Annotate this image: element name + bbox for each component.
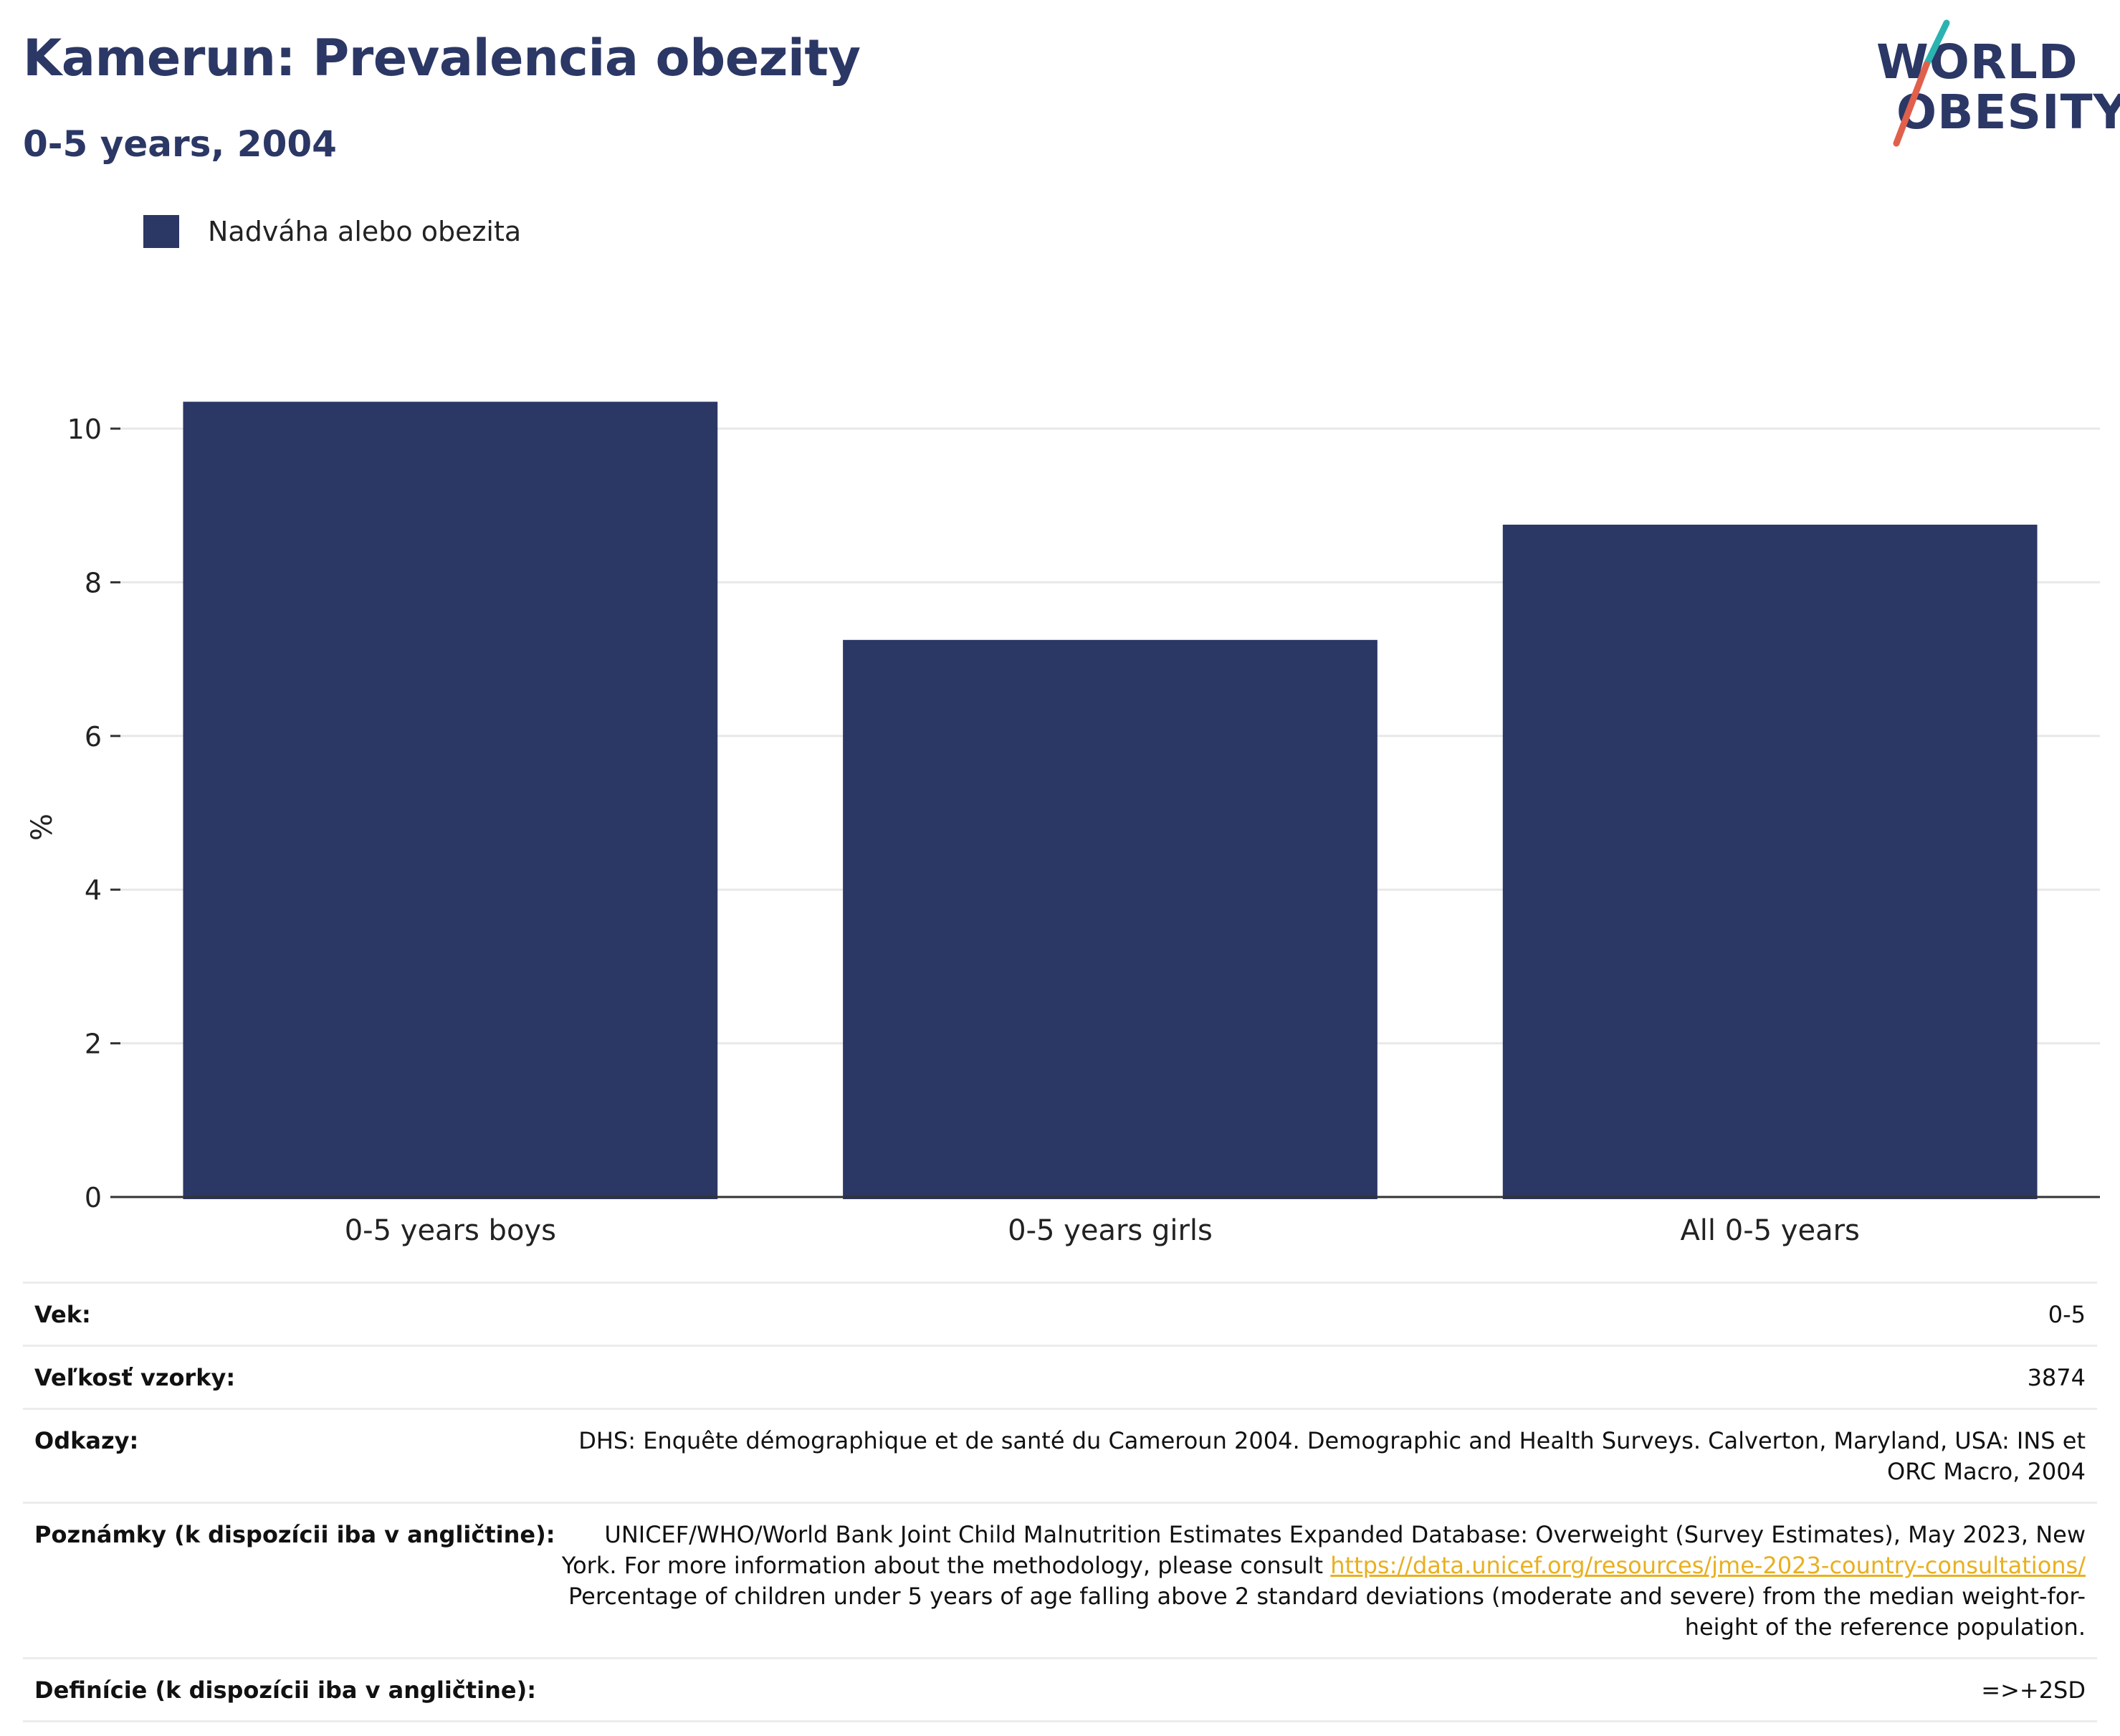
bar xyxy=(183,401,718,1199)
meta-age-label: Vek: xyxy=(34,1301,91,1328)
x-tick-label: 0-5 years girls xyxy=(1008,1214,1213,1247)
logo-slash-icon xyxy=(1893,19,1950,147)
bar-chart: 0 2 4 6 8 10% 0-5 years boys 0-5 years girls All… xyxy=(26,401,2100,1247)
meta-row-definitions: Definície (k dispozícii iba v angličtine… xyxy=(23,1657,2097,1722)
logo-word-world: WORLD xyxy=(1876,34,2078,90)
y-tick-label: 4 xyxy=(85,874,102,906)
y-tick-label: 2 xyxy=(85,1029,102,1060)
meta-notes-label: Poznámky (k dispozícii iba v angličtine)… xyxy=(34,1521,555,1548)
y-tick-label: 0 xyxy=(85,1182,102,1213)
logo-word-obesity: OBESITY xyxy=(1896,85,2120,140)
chart-title: Kamerun: Prevalencia obezity xyxy=(23,29,861,87)
meta-row-notes: Poznámky (k dispozícii iba v angličtine)… xyxy=(23,1502,2097,1657)
meta-notes-value: UNICEF/WHO/World Bank Joint Child Malnut… xyxy=(559,1520,2086,1643)
legend-label: Nadváha alebo obezita xyxy=(208,216,522,247)
legend-swatch xyxy=(143,215,179,248)
x-tick-label: All 0-5 years xyxy=(1680,1214,1859,1247)
meta-row-sample: Veľkosť vzorky: 3874 xyxy=(23,1345,2097,1408)
x-tick-label: 0-5 years boys xyxy=(345,1214,556,1247)
y-tick-label: 10 xyxy=(67,414,102,445)
meta-definitions-value: =>+2SD xyxy=(1981,1677,2086,1704)
meta-row-age: Vek: 0-5 xyxy=(23,1282,2097,1345)
y-tick-label: 6 xyxy=(85,721,102,753)
meta-sample-value: 3874 xyxy=(2027,1364,2086,1391)
meta-notes-link[interactable]: https://data.unicef.org/resources/jme-20… xyxy=(1330,1552,2086,1579)
metadata-table: Vek: 0-5 Veľkosť vzorky: 3874 Odkazy: DH… xyxy=(23,1282,2097,1722)
y-axis-label: % xyxy=(26,814,59,841)
meta-notes-text-1: UNICEF/WHO/World Bank Joint Child Malnut… xyxy=(561,1521,2086,1579)
meta-references-label: Odkazy: xyxy=(34,1427,139,1454)
meta-row-references: Odkazy: DHS: Enquête démographique et de… xyxy=(23,1408,2097,1502)
world-obesity-logo[interactable]: WORLD OBESITY xyxy=(1871,17,2120,153)
chart-subtitle: 0-5 years, 2004 xyxy=(23,123,337,165)
meta-definitions-label: Definície (k dispozícii iba v angličtine… xyxy=(34,1677,536,1704)
chart-legend: Nadváha alebo obezita xyxy=(143,214,521,249)
meta-sample-label: Veľkosť vzorky: xyxy=(34,1364,236,1391)
meta-age-value: 0-5 xyxy=(2048,1301,2086,1328)
meta-references-value: DHS: Enquête démographique et de santé d… xyxy=(578,1427,2086,1485)
bar xyxy=(1502,525,2038,1199)
bar xyxy=(843,639,1377,1199)
meta-notes-text-2: Percentage of children under 5 years of … xyxy=(568,1583,2086,1641)
y-tick-label: 8 xyxy=(85,567,102,598)
